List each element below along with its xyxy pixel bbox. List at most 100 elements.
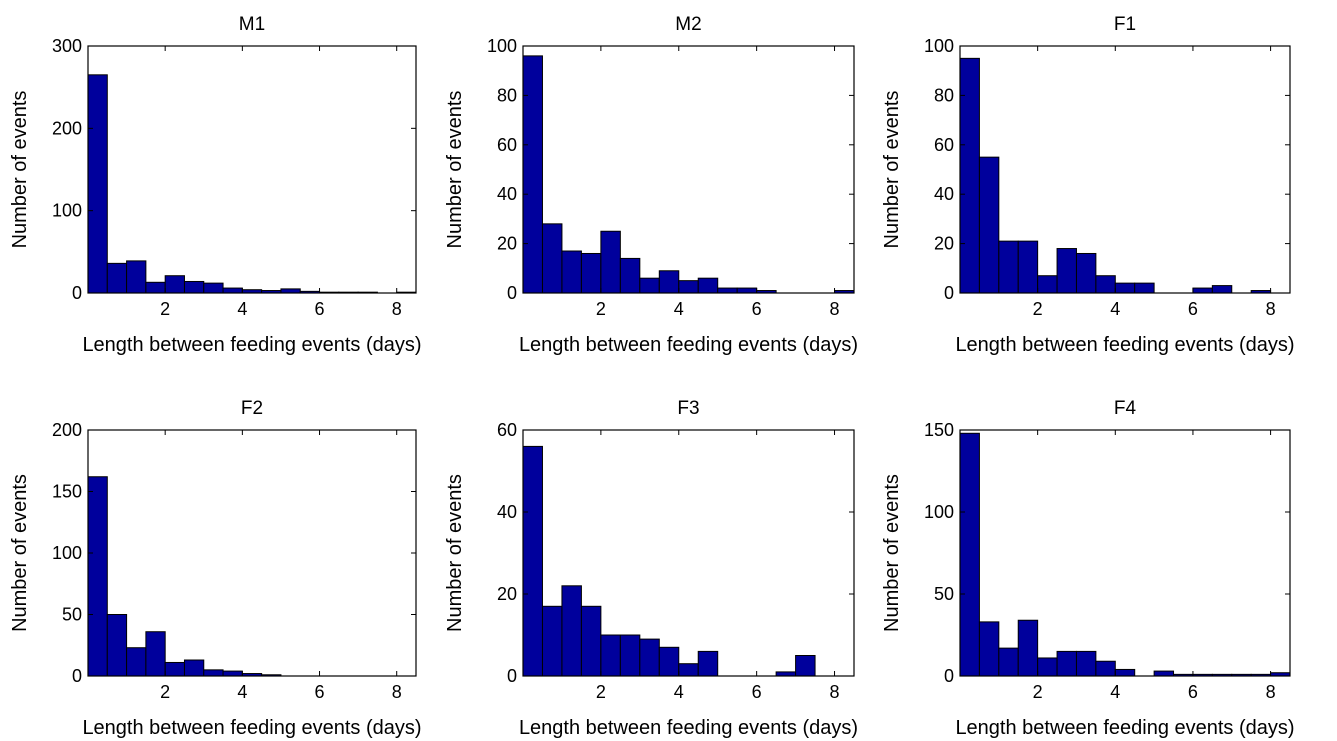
y-tick-label: 100: [52, 201, 82, 221]
chart-title: F1: [1114, 14, 1136, 35]
axes-frame: [959, 429, 1291, 677]
histogram-bar: [678, 280, 699, 294]
histogram-bar: [959, 432, 980, 677]
x-tick-label: 2: [160, 682, 170, 702]
y-axis-label: Number of events: [881, 91, 903, 249]
y-axis-label: Number of events: [881, 474, 903, 632]
histogram-bar: [600, 634, 621, 677]
y-axis-label: Number of events: [9, 474, 31, 632]
y-tick-label: 300: [52, 36, 82, 56]
x-tick-label: 8: [392, 299, 402, 319]
x-tick-label: 6: [315, 682, 325, 702]
axes-frame: [522, 429, 855, 677]
x-tick-label: 2: [596, 682, 606, 702]
y-tick-label: 200: [52, 118, 82, 138]
histogram-bar: [580, 252, 602, 294]
axes-frame: [87, 429, 417, 677]
y-tick-label: 40: [497, 184, 517, 204]
y-tick-label: 40: [934, 184, 954, 204]
x-axis-label: Length between feeding events (days): [519, 334, 858, 356]
x-tick-label: 4: [1110, 682, 1120, 702]
x-tick-label: 2: [1033, 682, 1043, 702]
chart-panel-m1: 2 4 6 8 0 100 200 300 M1 Length between feeding e…: [9, 14, 422, 356]
histogram-bar: [541, 223, 563, 294]
histogram-bar: [87, 74, 108, 294]
histogram-bar: [126, 647, 147, 677]
histogram-bar: [145, 281, 166, 294]
y-tick-label: 0: [507, 666, 517, 686]
histogram-bar: [775, 671, 797, 677]
y-tick-label: 100: [924, 36, 954, 56]
y-tick-label: 100: [924, 502, 954, 522]
histogram-bar: [1153, 670, 1175, 677]
axes-frame: [87, 45, 417, 294]
x-tick-label: 4: [237, 299, 247, 319]
histogram-bar: [203, 282, 224, 294]
x-tick-label: 8: [1266, 682, 1276, 702]
y-tick-label: 0: [507, 283, 517, 303]
chart-title: M1: [239, 14, 265, 35]
histogram-bar: [1056, 650, 1077, 677]
histogram-bar: [1056, 248, 1077, 294]
x-tick-label: 6: [1188, 682, 1198, 702]
histogram-bar: [1095, 660, 1116, 677]
x-tick-label: 4: [1110, 299, 1120, 319]
histogram-bar: [1211, 285, 1233, 294]
histogram-bar: [541, 605, 563, 677]
x-tick-label: 2: [596, 299, 606, 319]
histogram-bar: [978, 156, 1000, 294]
histogram-bar: [1114, 282, 1136, 294]
y-tick-label: 50: [62, 605, 82, 625]
y-tick-label: 20: [497, 584, 517, 604]
x-tick-label: 6: [752, 299, 762, 319]
y-tick-label: 20: [497, 234, 517, 254]
histogram-bar: [998, 240, 1019, 294]
x-axis-label: Length between feeding events (days): [519, 717, 858, 739]
y-axis-label: Number of events: [444, 474, 466, 632]
histogram-bar: [1037, 275, 1058, 294]
histogram-bar: [580, 605, 602, 677]
histogram-bar: [106, 614, 128, 677]
x-axis-label: Length between feeding events (days): [82, 334, 421, 356]
x-tick-label: 6: [752, 682, 762, 702]
histogram-bar: [222, 287, 243, 294]
histogram-bar: [959, 57, 980, 294]
x-tick-label: 6: [1188, 299, 1198, 319]
y-tick-label: 50: [934, 584, 954, 604]
axes-frame: [522, 45, 855, 294]
histogram-bar: [183, 659, 205, 677]
histogram-bar: [203, 669, 224, 677]
x-tick-label: 4: [237, 682, 247, 702]
y-tick-label: 60: [497, 420, 517, 440]
histogram-bar: [795, 655, 816, 677]
histogram-bar: [561, 250, 582, 294]
histogram-bar: [697, 650, 719, 677]
histogram-bar: [1114, 668, 1136, 677]
histogram-bar: [280, 288, 301, 294]
axes-frame: [959, 45, 1291, 294]
histogram-bar: [639, 638, 660, 677]
y-tick-label: 60: [497, 135, 517, 155]
y-tick-label: 100: [52, 543, 82, 563]
histogram-bar: [522, 55, 543, 294]
x-tick-label: 8: [830, 299, 840, 319]
histogram-bar: [522, 445, 543, 677]
histogram-bar: [658, 646, 680, 677]
y-tick-label: 0: [72, 666, 82, 686]
chart-title: M2: [675, 14, 701, 35]
x-tick-label: 2: [160, 299, 170, 319]
histogram-bar: [1017, 240, 1039, 294]
histogram-bar: [736, 287, 758, 294]
y-tick-label: 60: [934, 135, 954, 155]
x-axis-label: Length between feeding events (days): [955, 334, 1294, 356]
histogram-bar: [978, 621, 1000, 677]
y-axis-label: Number of events: [9, 91, 31, 249]
chart-panel-f4: 2 4 6 8 0 50 100 150 F4 Length between feeding ev…: [881, 398, 1295, 739]
histogram-bar: [619, 634, 641, 677]
histogram-bar: [126, 260, 147, 294]
histogram-bar: [222, 670, 243, 677]
chart-panel-f3: 2 4 6 8 0 20 40 60 F3 Length between feeding even…: [444, 398, 858, 739]
